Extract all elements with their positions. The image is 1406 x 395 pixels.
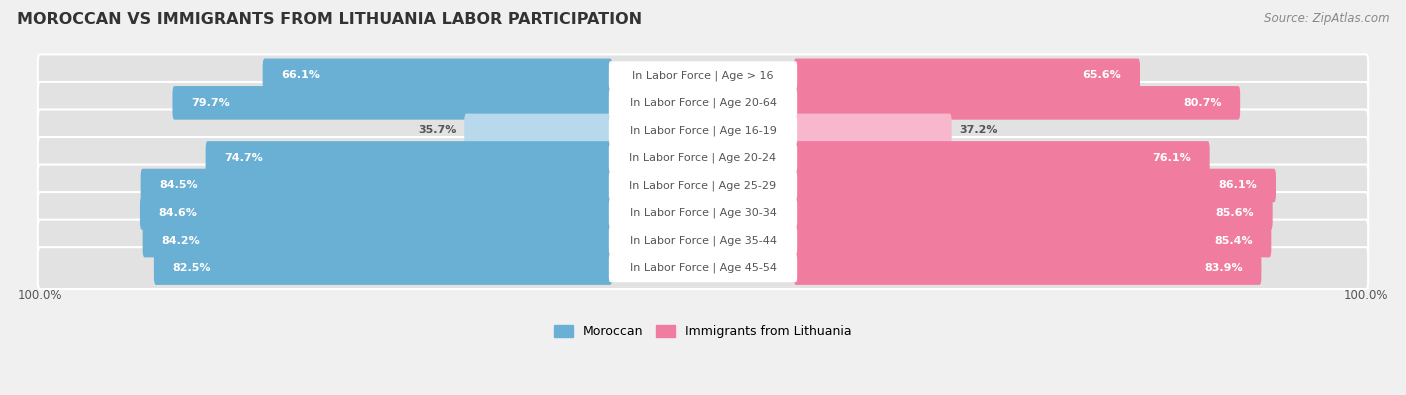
FancyBboxPatch shape	[38, 247, 1368, 289]
Text: In Labor Force | Age 35-44: In Labor Force | Age 35-44	[630, 235, 776, 246]
FancyBboxPatch shape	[609, 199, 797, 227]
FancyBboxPatch shape	[609, 89, 797, 117]
FancyBboxPatch shape	[794, 114, 952, 147]
FancyBboxPatch shape	[141, 169, 612, 202]
FancyBboxPatch shape	[794, 169, 1277, 202]
Text: In Labor Force | Age 25-29: In Labor Force | Age 25-29	[630, 180, 776, 191]
Text: 100.0%: 100.0%	[18, 289, 62, 302]
FancyBboxPatch shape	[38, 220, 1368, 261]
Text: In Labor Force | Age > 16: In Labor Force | Age > 16	[633, 70, 773, 81]
Text: 85.6%: 85.6%	[1215, 208, 1254, 218]
Text: 84.5%: 84.5%	[159, 181, 198, 190]
FancyBboxPatch shape	[609, 171, 797, 199]
Text: 85.4%: 85.4%	[1215, 235, 1253, 246]
FancyBboxPatch shape	[794, 224, 1271, 258]
FancyBboxPatch shape	[38, 137, 1368, 179]
Text: 83.9%: 83.9%	[1204, 263, 1243, 273]
Text: 80.7%: 80.7%	[1182, 98, 1222, 108]
FancyBboxPatch shape	[153, 251, 612, 285]
FancyBboxPatch shape	[609, 61, 797, 89]
Text: In Labor Force | Age 45-54: In Labor Force | Age 45-54	[630, 263, 776, 273]
Text: In Labor Force | Age 20-64: In Labor Force | Age 20-64	[630, 98, 776, 108]
FancyBboxPatch shape	[205, 141, 612, 175]
Text: 37.2%: 37.2%	[960, 125, 998, 135]
FancyBboxPatch shape	[38, 82, 1368, 124]
FancyBboxPatch shape	[794, 141, 1209, 175]
FancyBboxPatch shape	[609, 117, 797, 145]
Text: 100.0%: 100.0%	[1344, 289, 1388, 302]
FancyBboxPatch shape	[142, 224, 612, 258]
FancyBboxPatch shape	[609, 254, 797, 282]
Text: In Labor Force | Age 16-19: In Labor Force | Age 16-19	[630, 125, 776, 135]
FancyBboxPatch shape	[794, 58, 1140, 92]
FancyBboxPatch shape	[794, 86, 1240, 120]
Text: 82.5%: 82.5%	[173, 263, 211, 273]
Text: Source: ZipAtlas.com: Source: ZipAtlas.com	[1264, 12, 1389, 25]
Text: 65.6%: 65.6%	[1083, 70, 1122, 80]
Text: 74.7%: 74.7%	[224, 153, 263, 163]
Text: 79.7%: 79.7%	[191, 98, 229, 108]
Text: 86.1%: 86.1%	[1219, 181, 1257, 190]
Text: MOROCCAN VS IMMIGRANTS FROM LITHUANIA LABOR PARTICIPATION: MOROCCAN VS IMMIGRANTS FROM LITHUANIA LA…	[17, 12, 643, 27]
FancyBboxPatch shape	[173, 86, 612, 120]
FancyBboxPatch shape	[263, 58, 612, 92]
FancyBboxPatch shape	[794, 251, 1261, 285]
FancyBboxPatch shape	[141, 196, 612, 230]
FancyBboxPatch shape	[794, 196, 1272, 230]
Text: 84.2%: 84.2%	[162, 235, 200, 246]
Text: 76.1%: 76.1%	[1153, 153, 1191, 163]
Text: 84.6%: 84.6%	[159, 208, 197, 218]
FancyBboxPatch shape	[38, 192, 1368, 234]
FancyBboxPatch shape	[609, 226, 797, 255]
FancyBboxPatch shape	[464, 114, 612, 147]
FancyBboxPatch shape	[38, 55, 1368, 96]
Text: In Labor Force | Age 20-24: In Labor Force | Age 20-24	[630, 153, 776, 163]
Legend: Moroccan, Immigrants from Lithuania: Moroccan, Immigrants from Lithuania	[550, 320, 856, 343]
FancyBboxPatch shape	[609, 144, 797, 172]
Text: 66.1%: 66.1%	[281, 70, 321, 80]
FancyBboxPatch shape	[38, 109, 1368, 151]
FancyBboxPatch shape	[38, 165, 1368, 207]
Text: In Labor Force | Age 30-34: In Labor Force | Age 30-34	[630, 208, 776, 218]
Text: 35.7%: 35.7%	[418, 125, 457, 135]
